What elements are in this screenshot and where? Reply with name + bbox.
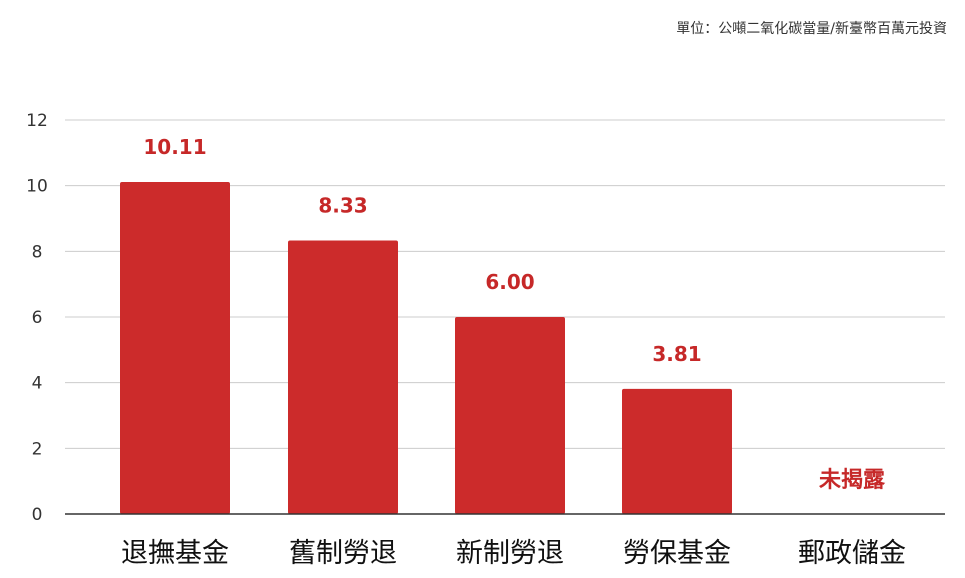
y-tick-label: 6	[32, 308, 43, 328]
x-tick-label: 新制勞退	[456, 538, 564, 569]
x-tick-label: 郵政儲金	[798, 538, 906, 569]
data-label: 8.33	[318, 193, 367, 217]
bars	[120, 182, 732, 514]
y-tick-label: 0	[32, 505, 43, 525]
data-label: 未揭露	[819, 467, 886, 493]
bar	[622, 388, 732, 514]
x-tick-label: 勞保基金	[623, 538, 731, 569]
y-tick-label: 8	[32, 242, 43, 262]
bar	[120, 182, 230, 514]
data-label: 10.11	[143, 135, 206, 159]
x-tick-label: 退撫基金	[121, 538, 229, 569]
data-label: 3.81	[652, 342, 701, 366]
x-tick-label: 舊制勞退	[289, 538, 397, 569]
unit-note: 單位：公噸二氧化碳當量/新臺幣百萬元投資	[676, 21, 947, 37]
y-tick-label: 2	[32, 439, 43, 459]
y-axis: 0 2 4 6 8 10 12	[26, 111, 48, 525]
data-label: 6.00	[485, 270, 534, 294]
data-labels: 10.11 8.33 6.00 3.81 未揭露	[143, 135, 886, 493]
x-axis: 退撫基金 舊制勞退 新制勞退 勞保基金 郵政儲金	[65, 513, 945, 569]
y-tick-label: 4	[32, 374, 43, 394]
bar	[288, 240, 398, 514]
bar	[455, 317, 565, 514]
y-tick-label: 10	[26, 177, 48, 197]
y-tick-label: 12	[26, 111, 48, 131]
